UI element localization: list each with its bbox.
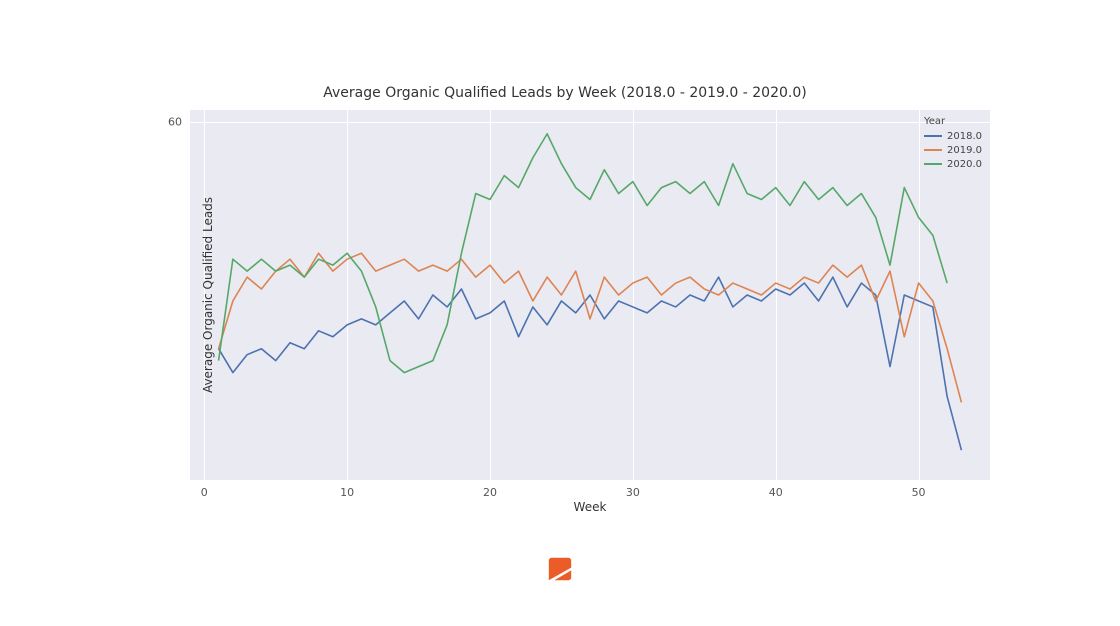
x-axis-label: Week (574, 500, 607, 514)
chart-lines-svg (190, 110, 990, 480)
legend-title: Year (924, 116, 982, 127)
y-tick-label: 60 (142, 115, 182, 128)
legend-label-2018: 2018.0 (947, 131, 982, 142)
legend-swatch-2019 (924, 149, 942, 151)
plot-area (190, 110, 990, 480)
x-tick-label: 10 (340, 486, 354, 499)
legend-swatch-2018 (924, 135, 942, 137)
legend: Year 2018.0 2019.0 2020.0 (924, 116, 982, 171)
x-tick-label: 20 (483, 486, 497, 499)
legend-item-2020: 2020.0 (924, 157, 982, 171)
brand-logo-icon (546, 555, 574, 587)
x-tick-label: 0 (201, 486, 208, 499)
x-tick-label: 50 (912, 486, 926, 499)
chart-container: Average Organic Qualified Leads by Week … (130, 80, 1000, 510)
series-line-2019.0 (219, 253, 962, 402)
legend-item-2018: 2018.0 (924, 129, 982, 143)
x-tick-label: 30 (626, 486, 640, 499)
legend-swatch-2020 (924, 163, 942, 165)
legend-item-2019: 2019.0 (924, 143, 982, 157)
legend-label-2020: 2020.0 (947, 159, 982, 170)
series-line-2020.0 (219, 134, 948, 373)
series-line-2018.0 (219, 277, 962, 450)
legend-label-2019: 2019.0 (947, 145, 982, 156)
chart-title: Average Organic Qualified Leads by Week … (130, 85, 1000, 101)
x-tick-label: 40 (769, 486, 783, 499)
y-axis-label: Average Organic Qualified Leads (201, 197, 215, 393)
